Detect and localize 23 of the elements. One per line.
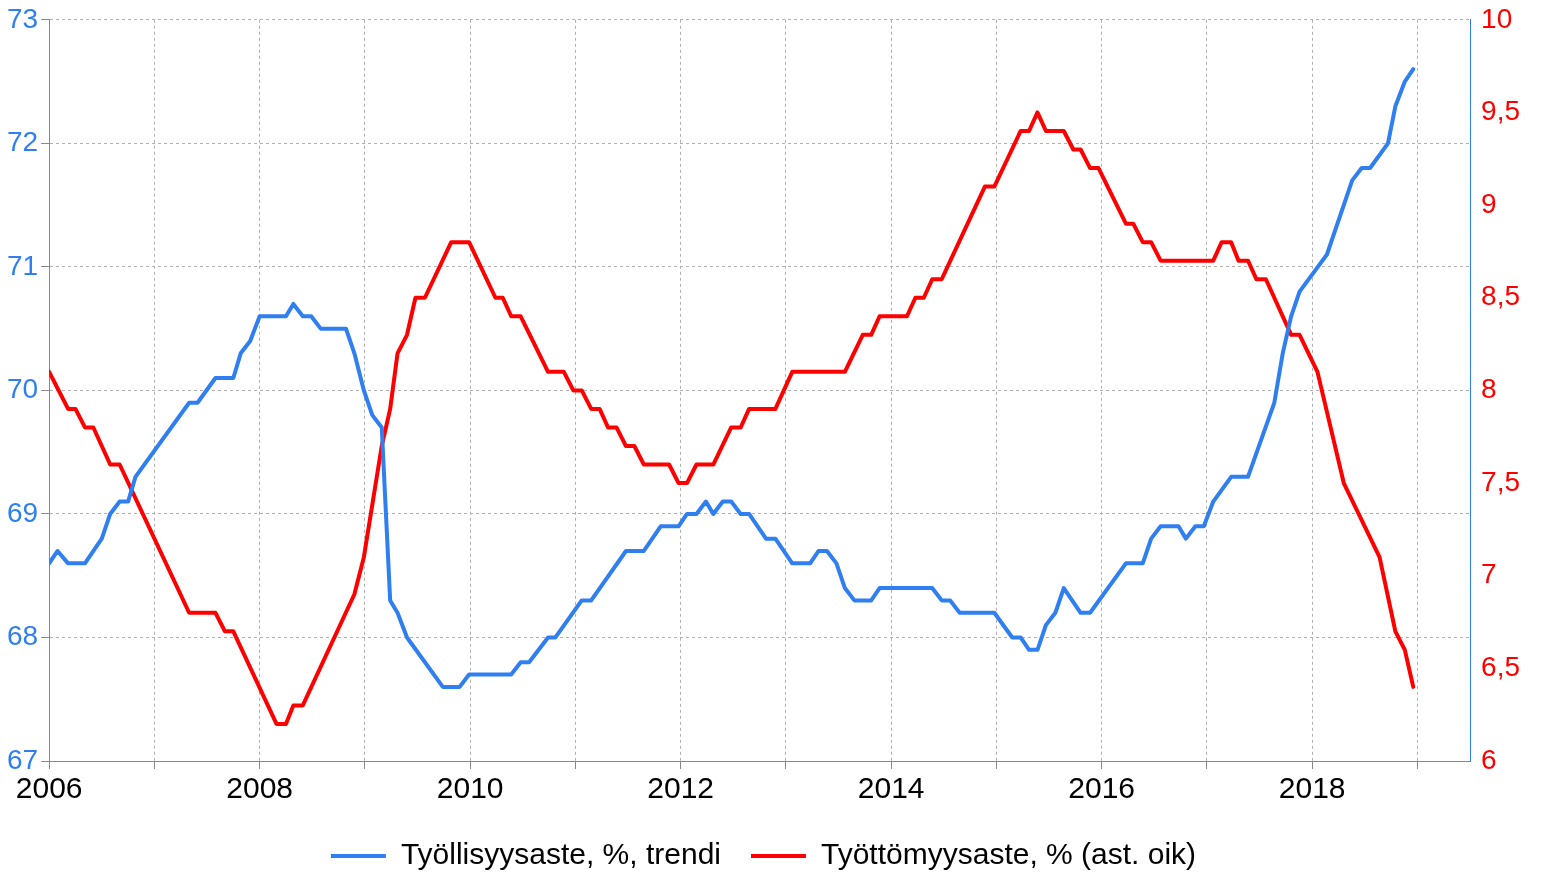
y-tick-label: 73 [6,2,39,34]
legend-label: Työllisyysaste, %, trendi [400,837,722,871]
y2-tick-label: 8 [1481,373,1497,405]
y2-tick-label: 9 [1481,187,1497,219]
legend-label: Työttömyysaste, % (ast. oik) [821,837,1197,871]
x-tick-label: 2012 [647,771,715,805]
y2-tick-label: 6 [1481,743,1497,775]
y-tick-label: 70 [6,373,39,405]
y2-tick-label: 10 [1481,2,1513,34]
y2-tick-label: 8,5 [1481,280,1521,312]
y-tick-label: 72 [6,126,39,158]
y2-tick-label: 6,5 [1481,651,1521,683]
x-tick-label: 2010 [436,771,504,805]
y2-tick-label: 9,5 [1481,95,1521,127]
y-tick-label: 68 [6,620,39,652]
y2-tick-label: 7 [1481,558,1497,590]
x-tick-label: 2014 [857,771,925,805]
x-tick-label: 2018 [1278,771,1346,805]
x-tick-label: 2008 [226,771,294,805]
y-tick-label: 69 [6,496,39,528]
x-tick-label: 2016 [1068,771,1136,805]
y2-tick-label: 7,5 [1481,465,1521,497]
y-tick-label: 71 [6,249,39,281]
